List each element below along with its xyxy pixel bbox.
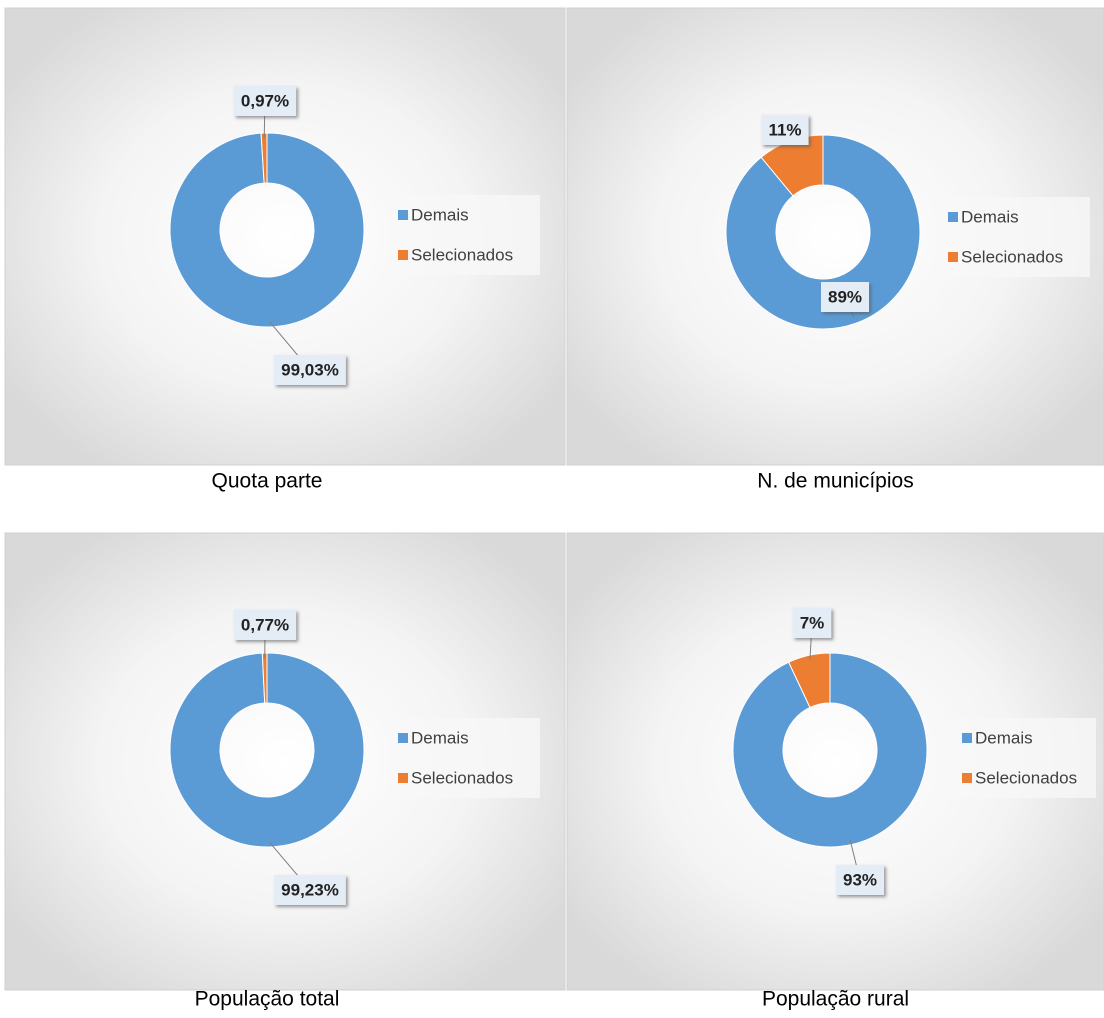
- legend-swatch: [948, 212, 958, 222]
- legend-swatch: [962, 773, 972, 783]
- data-label: 93%: [843, 870, 877, 889]
- legend-swatch: [948, 252, 958, 262]
- chart-caption: População total: [195, 988, 340, 1011]
- chart-caption: N. de municípios: [757, 470, 913, 493]
- chart-caption: Quota parte: [212, 470, 323, 493]
- chart-caption: População rural: [762, 988, 909, 1011]
- legend-label: Selecionados: [411, 245, 513, 264]
- legend-label: Demais: [975, 728, 1033, 747]
- data-label: 89%: [828, 287, 862, 306]
- legend-label: Selecionados: [975, 768, 1077, 787]
- data-label: 11%: [768, 120, 801, 139]
- data-label: 0,97%: [241, 91, 289, 110]
- legend-swatch: [398, 250, 408, 260]
- legend-label: Demais: [411, 728, 469, 747]
- legend-swatch: [398, 733, 408, 743]
- data-label: 99,03%: [281, 360, 339, 379]
- data-label: 7%: [800, 613, 825, 632]
- legend-swatch: [962, 733, 972, 743]
- legend-swatch: [398, 210, 408, 220]
- legend-label: Selecionados: [961, 247, 1063, 266]
- legend-label: Demais: [961, 207, 1019, 226]
- data-label: 99,23%: [281, 880, 339, 899]
- legend-label: Demais: [411, 205, 469, 224]
- data-label: 0,77%: [241, 615, 289, 634]
- legend-swatch: [398, 773, 408, 783]
- legend-label: Selecionados: [411, 768, 513, 787]
